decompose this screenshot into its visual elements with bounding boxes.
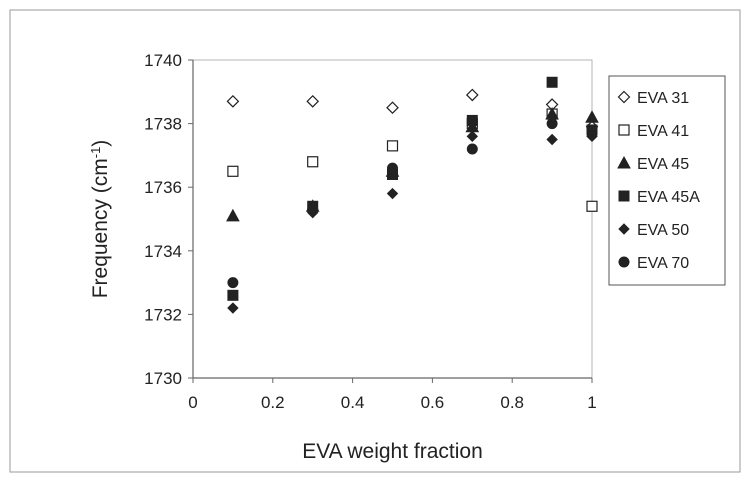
data-point xyxy=(546,133,558,146)
x-tick-label: 0 xyxy=(188,393,197,412)
x-tick-label: 0.2 xyxy=(261,393,285,412)
data-point xyxy=(586,200,598,212)
data-point xyxy=(585,110,599,123)
legend-label: EVA 50 xyxy=(637,222,689,239)
y-ticks: 1730 1732 1734 1736 1738 1740 xyxy=(144,51,193,388)
x-ticks: 0 0.2 0.4 0.6 0.8 1 xyxy=(188,378,597,412)
data-point xyxy=(307,203,319,215)
data-point xyxy=(226,208,240,222)
y-tick-label: 1740 xyxy=(144,51,182,70)
x-tick-label: 0.4 xyxy=(341,393,365,412)
data-point xyxy=(546,76,558,88)
x-tick-label: 1 xyxy=(587,393,596,412)
legend-item: EVA 31 xyxy=(617,90,689,107)
legend-marker xyxy=(618,256,630,268)
legend-label: EVA 31 xyxy=(637,90,689,107)
x-tick-label: 0.6 xyxy=(421,393,445,412)
x-axis-title: EVA weight fraction xyxy=(302,440,483,463)
legend-marker xyxy=(618,223,630,235)
legend-item: EVA 41 xyxy=(618,123,689,140)
legend-marker xyxy=(618,124,630,136)
legend-item: EVA 50 xyxy=(618,222,689,239)
data-point xyxy=(307,156,319,168)
series-6 xyxy=(227,118,598,289)
data-point xyxy=(226,94,240,108)
data-point xyxy=(227,165,239,177)
data-point xyxy=(586,127,598,139)
data-point xyxy=(227,302,239,314)
data-point xyxy=(227,277,239,289)
y-axis-title-tail: ) xyxy=(89,140,112,147)
legend-box xyxy=(608,75,726,286)
x-tick-label: 0.8 xyxy=(500,393,524,412)
legend-label: EVA 70 xyxy=(637,255,689,272)
y-tick-label: 1732 xyxy=(144,305,182,324)
data-point xyxy=(387,162,398,174)
legend-item: EVA 45A xyxy=(618,189,700,206)
legend-marker xyxy=(617,90,631,104)
data-point xyxy=(306,94,320,108)
y-tick-label: 1736 xyxy=(144,178,182,197)
legend-marker xyxy=(618,190,630,202)
legend-label: EVA 45 xyxy=(637,156,689,173)
legend-item: EVA 45 xyxy=(617,155,689,173)
data-point xyxy=(465,88,479,102)
data-point xyxy=(466,130,479,143)
y-axis-title: Frequency (cm-1) xyxy=(88,140,112,299)
legend: EVA 31 EVA 41 EVA 45 EVA 45A EVA 50 EVA 70 xyxy=(617,90,700,272)
data-point xyxy=(546,118,558,130)
y-tick-label: 1734 xyxy=(144,242,182,261)
y-tick-label: 1738 xyxy=(144,115,182,134)
data-points xyxy=(226,76,599,314)
y-axis-title-base: Frequency (cm xyxy=(89,158,112,298)
data-point xyxy=(466,114,478,126)
data-point xyxy=(227,289,239,301)
legend-label: EVA 41 xyxy=(637,123,689,140)
data-point xyxy=(386,187,399,200)
y-axis-title-sup: -1 xyxy=(88,147,103,159)
legend-marker xyxy=(617,155,631,169)
y-tick-label: 1730 xyxy=(144,369,182,388)
data-point xyxy=(386,101,399,115)
data-point xyxy=(386,140,399,152)
data-point xyxy=(466,143,478,155)
legend-item: EVA 70 xyxy=(618,255,689,272)
legend-label: EVA 45A xyxy=(637,189,700,206)
